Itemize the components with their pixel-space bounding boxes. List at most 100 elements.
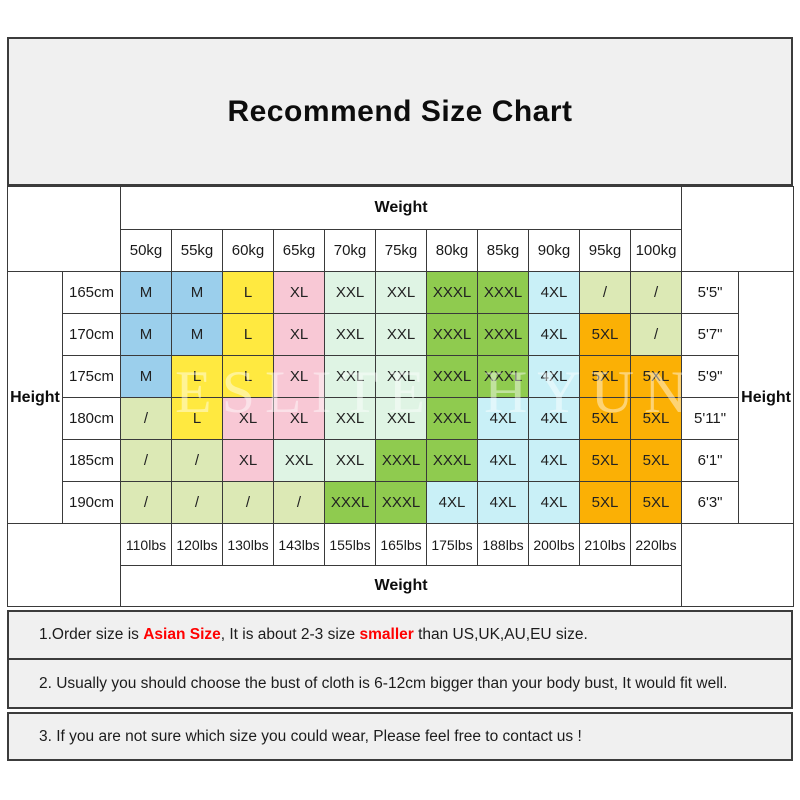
size-cell-5-1: / bbox=[171, 481, 223, 524]
kg-label-5: 75kg bbox=[375, 229, 427, 272]
size-cell-4-2: XL bbox=[222, 439, 274, 482]
ft-label-5: 6'3" bbox=[681, 481, 740, 524]
title-box: Recommend Size Chart bbox=[7, 37, 793, 186]
size-cell-1-0: M bbox=[120, 313, 172, 356]
ft-label-3: 5'11" bbox=[681, 397, 740, 440]
size-cell-2-1: L bbox=[171, 355, 223, 398]
size-cell-4-3: XXL bbox=[273, 439, 325, 482]
size-cell-4-8: 4XL bbox=[528, 439, 580, 482]
lbs-label-0: 110lbs bbox=[120, 523, 172, 566]
size-cell-5-4: XXXL bbox=[324, 481, 376, 524]
size-cell-3-7: 4XL bbox=[477, 397, 529, 440]
size-cell-1-8: 4XL bbox=[528, 313, 580, 356]
kg-label-10: 100kg bbox=[629, 229, 683, 272]
note-bust-advice: 2. Usually you should choose the bust of… bbox=[7, 658, 793, 709]
height-label-left: Height bbox=[7, 271, 63, 524]
size-cell-0-9: / bbox=[579, 271, 631, 314]
size-cell-4-7: 4XL bbox=[477, 439, 529, 482]
size-cell-5-9: 5XL bbox=[579, 481, 631, 524]
ft-label-2: 5'9" bbox=[681, 355, 740, 398]
cm-label-2: 175cm bbox=[62, 355, 121, 398]
blank-corner-top-left bbox=[7, 186, 121, 272]
lbs-label-5: 165lbs bbox=[375, 523, 427, 566]
size-cell-2-7: XXXL bbox=[477, 355, 529, 398]
size-cell-1-9: 5XL bbox=[579, 313, 631, 356]
size-cell-0-8: 4XL bbox=[528, 271, 580, 314]
size-cell-0-10: / bbox=[629, 271, 683, 314]
size-cell-3-4: XXL bbox=[324, 397, 376, 440]
kg-label-9: 95kg bbox=[579, 229, 631, 272]
kg-label-1: 55kg bbox=[171, 229, 223, 272]
size-cell-2-3: XL bbox=[273, 355, 325, 398]
cm-label-4: 185cm bbox=[62, 439, 121, 482]
size-cell-2-10: 5XL bbox=[629, 355, 683, 398]
size-cell-1-2: L bbox=[222, 313, 274, 356]
size-cell-3-2: XL bbox=[222, 397, 274, 440]
size-cell-5-2: / bbox=[222, 481, 274, 524]
blank-corner-top-right bbox=[681, 186, 795, 272]
size-cell-5-7: 4XL bbox=[477, 481, 529, 524]
cm-label-3: 180cm bbox=[62, 397, 121, 440]
lbs-label-9: 210lbs bbox=[579, 523, 631, 566]
lbs-label-7: 188lbs bbox=[477, 523, 529, 566]
size-cell-4-0: / bbox=[120, 439, 172, 482]
size-cell-0-0: M bbox=[120, 271, 172, 314]
size-cell-3-5: XXL bbox=[375, 397, 427, 440]
weight-header-bottom: Weight bbox=[119, 565, 683, 607]
cm-label-1: 170cm bbox=[62, 313, 121, 356]
size-cell-2-2: L bbox=[222, 355, 274, 398]
note-contact-us: 3. If you are not sure which size you co… bbox=[7, 712, 793, 761]
ft-label-0: 5'5" bbox=[681, 271, 740, 314]
kg-label-0: 50kg bbox=[120, 229, 172, 272]
size-table: Weight 50kg 55kg 60kg 65kg 70kg 75kg 80kg 85kg 90… bbox=[7, 186, 795, 607]
note-2-text: 2. Usually you should choose the bust of… bbox=[39, 675, 727, 693]
size-cell-0-7: XXXL bbox=[477, 271, 529, 314]
ft-label-4: 6'1" bbox=[681, 439, 740, 482]
size-cell-3-8: 4XL bbox=[528, 397, 580, 440]
size-cell-3-1: L bbox=[171, 397, 223, 440]
size-cell-3-0: / bbox=[120, 397, 172, 440]
lbs-label-6: 175lbs bbox=[426, 523, 478, 566]
size-cell-1-6: XXXL bbox=[426, 313, 478, 356]
page-title: Recommend Size Chart bbox=[227, 94, 573, 128]
kg-label-8: 90kg bbox=[528, 229, 580, 272]
kg-label-2: 60kg bbox=[222, 229, 274, 272]
size-cell-5-0: / bbox=[120, 481, 172, 524]
size-cell-2-9: 5XL bbox=[579, 355, 631, 398]
size-cell-4-10: 5XL bbox=[629, 439, 683, 482]
lbs-label-4: 155lbs bbox=[324, 523, 376, 566]
height-label-right: Height bbox=[738, 271, 795, 524]
note-highlight: smaller bbox=[359, 626, 414, 643]
size-cell-2-5: XXL bbox=[375, 355, 427, 398]
blank-corner-bottom-left bbox=[7, 523, 121, 607]
size-cell-1-10: / bbox=[629, 313, 683, 356]
note-1-text: 1.Order size is Asian Size, It is about … bbox=[39, 626, 588, 644]
size-cell-3-10: 5XL bbox=[629, 397, 683, 440]
note-order-size: 1.Order size is Asian Size, It is about … bbox=[7, 610, 793, 660]
kg-label-4: 70kg bbox=[324, 229, 376, 272]
size-cell-1-1: M bbox=[171, 313, 223, 356]
size-cell-4-9: 5XL bbox=[579, 439, 631, 482]
note-highlight: Asian Size bbox=[143, 626, 221, 643]
size-table-container: Weight 50kg 55kg 60kg 65kg 70kg 75kg 80kg 85kg 90… bbox=[7, 186, 795, 607]
note-segment: 2. Usually you should choose the bust of… bbox=[39, 674, 728, 692]
lbs-label-3: 143lbs bbox=[273, 523, 325, 566]
ft-label-1: 5'7" bbox=[681, 313, 740, 356]
size-cell-2-0: M bbox=[120, 355, 172, 398]
size-cell-1-5: XXL bbox=[375, 313, 427, 356]
size-cell-0-1: M bbox=[171, 271, 223, 314]
size-cell-0-3: XL bbox=[273, 271, 325, 314]
size-cell-5-10: 5XL bbox=[629, 481, 683, 524]
kg-label-6: 80kg bbox=[426, 229, 478, 272]
size-cell-3-6: XXXL bbox=[426, 397, 478, 440]
lbs-label-2: 130lbs bbox=[222, 523, 274, 566]
cm-label-0: 165cm bbox=[62, 271, 121, 314]
size-cell-2-8: 4XL bbox=[528, 355, 580, 398]
size-cell-5-8: 4XL bbox=[528, 481, 580, 524]
size-cell-5-6: 4XL bbox=[426, 481, 478, 524]
blank-corner-bottom-right bbox=[681, 523, 795, 607]
size-cell-3-9: 5XL bbox=[579, 397, 631, 440]
lbs-label-10: 220lbs bbox=[629, 523, 683, 566]
size-cell-4-1: / bbox=[171, 439, 223, 482]
weight-header-top: Weight bbox=[119, 186, 683, 230]
